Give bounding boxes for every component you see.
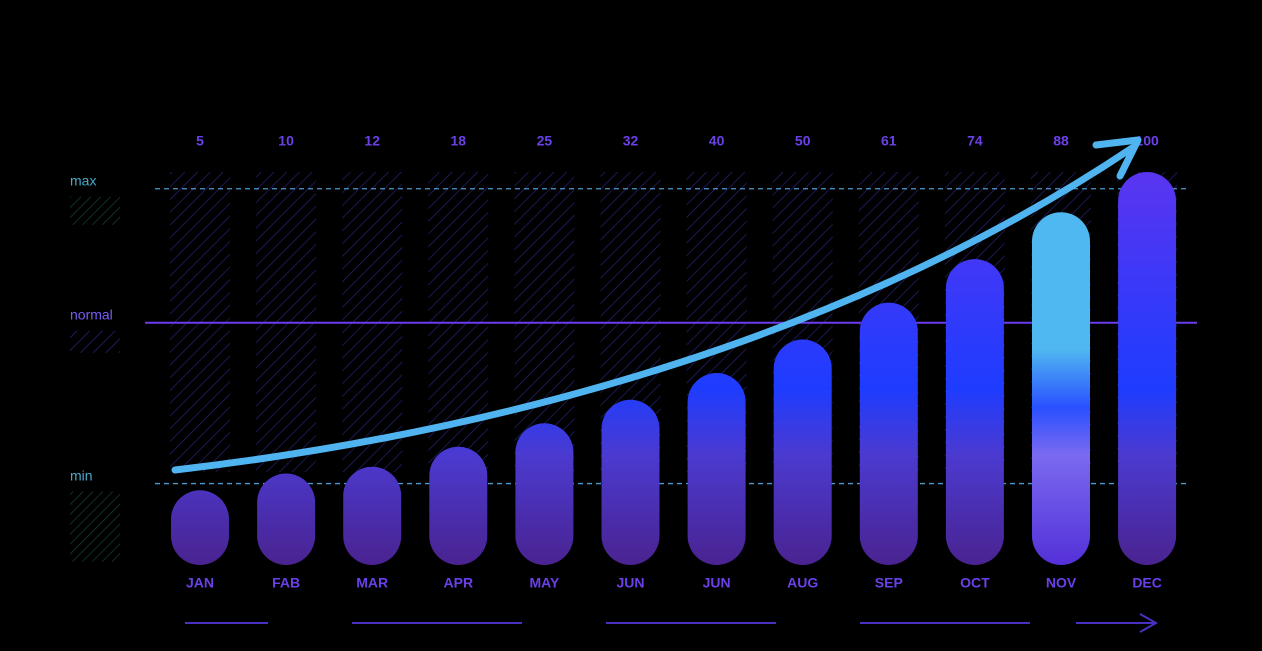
reference-swatch xyxy=(70,330,120,353)
bar-layer: 5 JAN 10 FAB 12 MAR 18 APR 25 MAY 32 JUN 40 JUN 50 AUG 6… xyxy=(171,133,1177,591)
value-label: 25 xyxy=(537,133,553,149)
x-tick-label: JAN xyxy=(186,575,214,591)
bar xyxy=(687,373,746,565)
trend-curve xyxy=(171,144,1136,474)
value-label: 18 xyxy=(451,133,467,149)
footer-lines xyxy=(185,613,1159,633)
value-label: 50 xyxy=(795,133,811,149)
value-label: 5 xyxy=(196,133,204,149)
reference-label: max xyxy=(70,172,96,188)
x-tick-label: OCT xyxy=(960,575,990,591)
bar xyxy=(257,473,316,565)
bar xyxy=(343,466,402,565)
bar xyxy=(1032,212,1090,565)
bar xyxy=(773,339,832,565)
x-tick-label: JUN xyxy=(703,575,731,591)
x-tick-label: AUG xyxy=(787,575,818,591)
value-label: 88 xyxy=(1053,133,1069,149)
value-label: 74 xyxy=(967,133,983,149)
x-tick-label: FAB xyxy=(272,575,300,591)
bar xyxy=(945,259,1004,565)
value-label: 12 xyxy=(364,133,380,149)
bar xyxy=(429,446,488,565)
reference-label: normal xyxy=(70,306,113,322)
value-label: 61 xyxy=(881,133,897,149)
bar xyxy=(515,423,574,565)
x-tick-label: SEP xyxy=(875,575,903,591)
bar xyxy=(859,302,918,565)
value-label: 32 xyxy=(623,133,639,149)
value-label: 100 xyxy=(1135,133,1159,149)
trend-arrow xyxy=(171,136,1142,474)
x-tick-label: MAY xyxy=(529,575,559,591)
x-tick-label: MAR xyxy=(356,575,388,591)
x-tick-label: APR xyxy=(444,575,474,591)
bar xyxy=(601,399,660,565)
value-label: 40 xyxy=(709,133,725,149)
value-label: 10 xyxy=(278,133,294,149)
x-tick-label: NOV xyxy=(1046,575,1077,591)
reference-swatch xyxy=(70,196,120,225)
x-tick-label: DEC xyxy=(1132,575,1162,591)
bar xyxy=(171,490,229,565)
reference-label: min xyxy=(70,467,93,483)
reference-layer: max normal min xyxy=(70,172,1197,562)
bar xyxy=(1118,172,1177,565)
reference-swatch xyxy=(70,491,120,562)
footer-arrow xyxy=(1139,613,1159,633)
x-tick-label: JUN xyxy=(616,575,644,591)
arrow-head xyxy=(1092,136,1142,180)
